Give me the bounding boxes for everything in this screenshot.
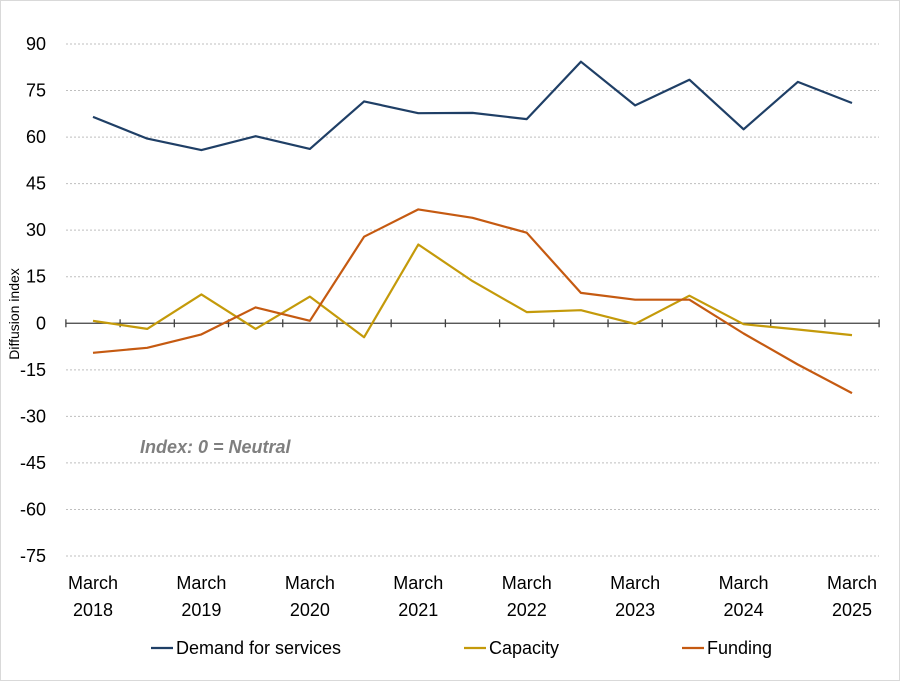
series-lines: [92, 60, 853, 395]
legend-item: Capacity: [464, 638, 559, 658]
x-tick-label: March 2023: [610, 573, 660, 620]
x-axis-ticks: March2018March2019March2020March2021Marc…: [68, 573, 877, 620]
y-tick-label: 75: [26, 81, 46, 101]
y-tick-label: -60: [20, 499, 46, 519]
x-tick-label-line2: 2025: [832, 600, 872, 620]
y-tick-label: 0: [36, 313, 46, 333]
series-line-2: [92, 243, 853, 339]
y-tick-label: -75: [20, 546, 46, 566]
x-tick-label: March 2020: [285, 573, 335, 620]
y-tick-label: -45: [20, 453, 46, 473]
x-tick-label-line1: March: [502, 573, 552, 593]
x-tick-label-line1: March: [68, 573, 118, 593]
x-tick-label-line2: 2020: [290, 600, 330, 620]
x-tick-label: March 2019: [176, 573, 226, 620]
x-tick-label-line2: 2024: [724, 600, 764, 620]
gridlines: [66, 43, 879, 557]
x-tick-label-line2: 2019: [181, 600, 221, 620]
y-tick-label: 15: [26, 267, 46, 287]
legend-label: Capacity: [489, 638, 559, 658]
legend: Demand for services Capacity Funding: [151, 638, 772, 658]
legend-item: Demand for services: [151, 638, 341, 658]
x-tick-label: March 2022: [502, 573, 552, 620]
y-tick-label: 30: [26, 220, 46, 240]
chart-annotation: Index: 0 = Neutral: [140, 437, 292, 457]
legend-item: Funding: [682, 638, 772, 658]
legend-label: Funding: [707, 638, 772, 658]
x-tick-label: March 2018: [68, 573, 118, 620]
y-axis-ticks: 90 75 60 45 30 15 0 -15 -30 -45 -60 -75: [20, 34, 46, 566]
series-line-3: [92, 208, 853, 395]
x-tick-label-line1: March: [176, 573, 226, 593]
y-tick-label: -30: [20, 406, 46, 426]
x-tick-label: March 2024: [719, 573, 769, 620]
x-tick-label-line1: March: [393, 573, 443, 593]
legend-label: Demand for services: [176, 638, 341, 658]
y-tick-label: 90: [26, 34, 46, 54]
x-tick-label-line1: March: [285, 573, 335, 593]
y-axis-label: Diffusion index: [6, 268, 22, 360]
x-tick-label-line2: 2018: [73, 600, 113, 620]
x-tick-label: March 2021: [393, 573, 443, 620]
x-tick-label-line1: March: [610, 573, 660, 593]
x-tick-label-line2: 2021: [398, 600, 438, 620]
x-tick-label-line1: March: [827, 573, 877, 593]
y-tick-label: 60: [26, 127, 46, 147]
x-tick-label: March 2025: [827, 573, 877, 620]
x-tick-label-line2: 2022: [507, 600, 547, 620]
series-line-1: [92, 60, 853, 152]
x-tick-label-line2: 2023: [615, 600, 655, 620]
x-tick-label-line1: March: [719, 573, 769, 593]
y-tick-label: -15: [20, 360, 46, 380]
y-tick-label: 45: [26, 174, 46, 194]
